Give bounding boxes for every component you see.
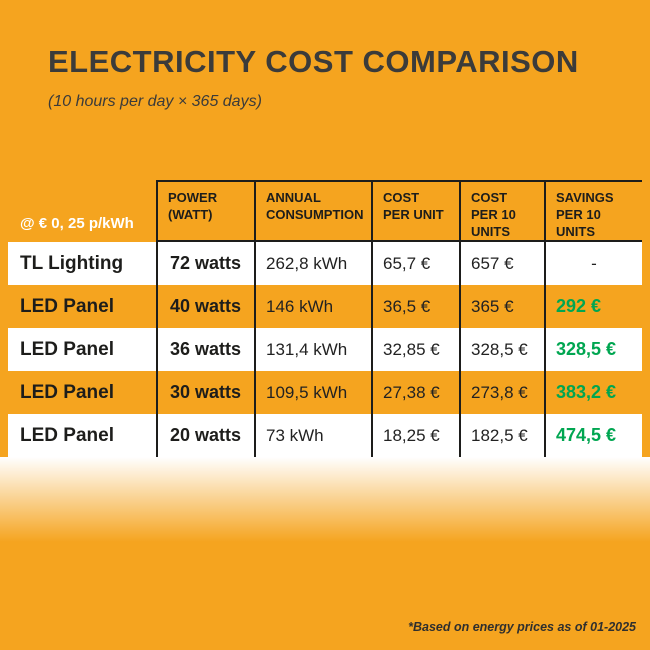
power-cell: 30 watts [156,371,254,414]
savings-cell: 328,5 € [544,328,642,371]
cost-per-unit-cell: 32,85 € [371,328,459,371]
col-header-power: POWER (WATT) [156,180,254,242]
savings-cell: 474,5 € [544,414,642,457]
power-cell: 72 watts [156,242,254,285]
row-label: LED Panel [8,328,156,371]
row-label: TL Lighting [8,242,156,285]
rate-label: @ € 0, 25 p/kWh [20,215,134,232]
page-title: ELECTRICITY COST COMPARISON [48,44,579,79]
power-cell: 40 watts [156,285,254,328]
bottom-fade [0,457,650,542]
cost-per-10-cell: 365 € [459,285,544,328]
cost-per-10-cell: 328,5 € [459,328,544,371]
col-header-savings-per-10-units: SAVINGS PER 10 UNITS [544,180,642,242]
row-label: LED Panel [8,285,156,328]
savings-cell: 383,2 € [544,371,642,414]
page-subtitle: (10 hours per day × 365 days) [48,93,262,110]
consumption-cell: 73 kWh [254,414,371,457]
consumption-cell: 109,5 kWh [254,371,371,414]
power-cell: 20 watts [156,414,254,457]
col-header-cost-per-10-units: COST PER 10 UNITS [459,180,544,242]
cost-per-unit-cell: 27,38 € [371,371,459,414]
savings-cell: 292 € [544,285,642,328]
power-cell: 36 watts [156,328,254,371]
cost-per-10-cell: 657 € [459,242,544,285]
consumption-cell: 131,4 kWh [254,328,371,371]
col-header-cost-per-unit: COST PER UNIT [371,180,459,242]
cost-per-unit-cell: 18,25 € [371,414,459,457]
comparison-table: @ € 0, 25 p/kWh POWER (WATT) ANNUAL CONS… [8,180,642,457]
cost-per-unit-cell: 36,5 € [371,285,459,328]
cost-per-10-cell: 182,5 € [459,414,544,457]
consumption-cell: 146 kWh [254,285,371,328]
cost-per-unit-cell: 65,7 € [371,242,459,285]
col-header-annual-consumption: ANNUAL CONSUMPTION [254,180,371,242]
row-label: LED Panel [8,371,156,414]
row-label: LED Panel [8,414,156,457]
savings-cell: - [544,242,642,285]
heading-block: ELECTRICITY COST COMPARISON (10 hours pe… [48,44,579,111]
footnote: *Based on energy prices as of 01-2025 [408,620,636,634]
consumption-cell: 262,8 kWh [254,242,371,285]
cost-per-10-cell: 273,8 € [459,371,544,414]
